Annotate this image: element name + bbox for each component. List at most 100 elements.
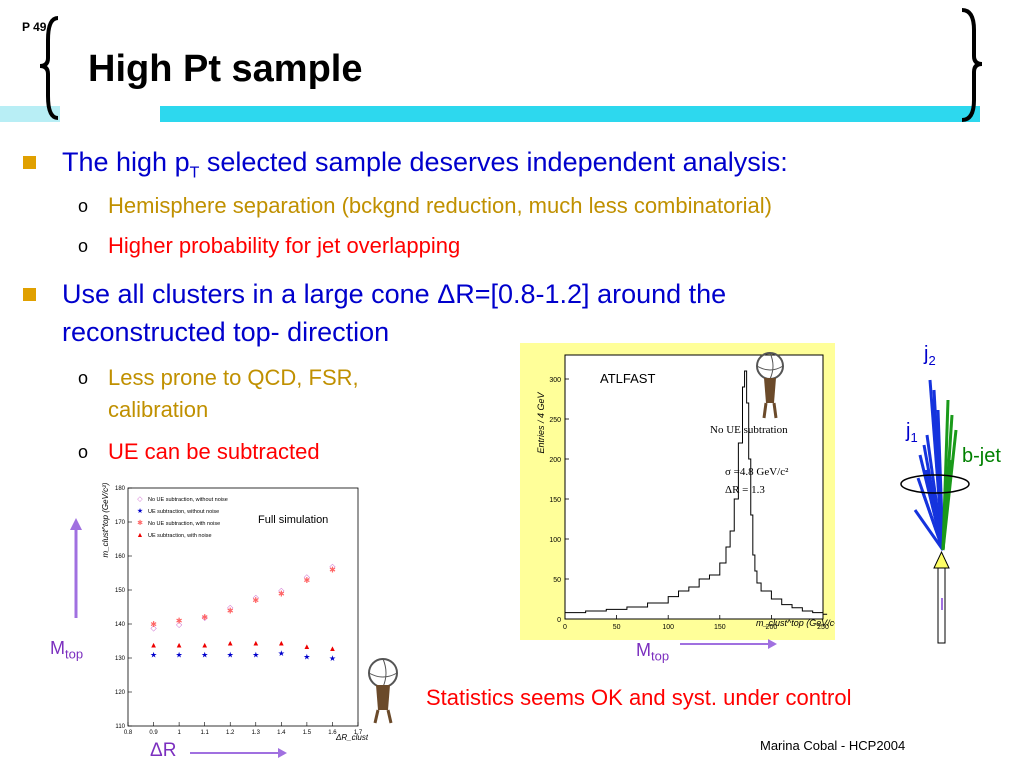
scatter-point: ★	[150, 651, 157, 660]
hist-x-tick-label: 200	[766, 624, 778, 631]
scatter-points: ◇ ◇ ◇ ◇ ◇ ◇ ◇ ◇ ★ ★ ★ ★ ★ ★ ★ ★ ✱ ✱ ✱ ✱ ✱ ✱ ✱ ✱ ▲ ▲ ▲ ▲ ▲ ▲ ▲ ▲	[150, 562, 337, 663]
bullet-2-1a: Less prone to QCD, FSR,	[108, 365, 359, 390]
scatter-title: Full simulation	[258, 514, 328, 526]
jet-track-blue	[913, 509, 945, 551]
bullet-1-2: Higher probability for jet overlapping	[108, 233, 461, 258]
scatter-y-tick-label: 120	[115, 690, 126, 696]
scatter-x-ticks: 0.8 0.9 1 1.1 1.2 1.3 1.4 1.5 1.6 1.7	[124, 722, 363, 736]
legend-entry: UE subtraction, with noise	[148, 533, 212, 539]
scatter-ylabel: m_clust^top (GeV/c²)	[101, 482, 110, 557]
histogram-arrow-icon	[680, 639, 777, 649]
scatter-point: ✱	[227, 606, 234, 615]
hist-x-tick-label: 50	[613, 624, 621, 631]
scatter-point: ★	[176, 651, 183, 660]
scatter-chart: 110 120 130 140 150 160 170 180 0.8 0.9 1 1.1 1.2 1.…	[101, 482, 368, 742]
bjet-label: b-jet	[962, 445, 1001, 467]
histogram-dr: ΔR = 1.3	[725, 484, 765, 496]
scatter-point: ◇	[227, 603, 234, 612]
scatter-point: ✱	[176, 617, 183, 626]
sub-bullet-marker: o	[78, 236, 89, 256]
cone-ellipse	[900, 474, 970, 494]
scatter-y-ticks: 110 120 130 140 150 160 170 180	[115, 486, 132, 730]
scatter-xlabel: ΔR_clust	[335, 733, 368, 742]
scatter-frame	[127, 487, 359, 727]
header-decor	[0, 8, 983, 122]
hist-y-tick-label: 150	[549, 497, 561, 504]
atlas-logo-icon	[368, 658, 398, 724]
legend-marker: ✱	[137, 519, 143, 527]
footer-credit: Marina Cobal - HCP2004	[760, 738, 906, 753]
hist-y-tick-label: 250	[549, 417, 561, 424]
scatter-point: ▲	[277, 639, 285, 648]
hist-y-tick-label: 50	[553, 577, 561, 584]
histogram-series	[565, 370, 828, 615]
histogram-ylabel: Entries / 4 GeV	[536, 391, 546, 453]
scatter-point: ★	[252, 651, 259, 660]
histogram-chart: 0 50 100 150 200 250 300 0 50 100 150 200 250 ATLFA…	[520, 343, 835, 640]
scatter-point: ◇	[278, 586, 285, 595]
jet-track-blue	[924, 469, 945, 551]
bullet-2: Use all clusters in a large cone ΔR=[0.8…	[62, 279, 727, 309]
histogram-mtop-label: Mtop	[636, 640, 670, 664]
header-bar-left	[0, 106, 60, 122]
legend-marker: ★	[137, 507, 143, 515]
sub-bullet-marker: o	[78, 196, 89, 216]
legend-marker: ◇	[137, 496, 143, 503]
scatter-point: ◇	[150, 623, 157, 632]
bullet-1: The high pT selected sample deserves ind…	[62, 147, 788, 182]
scatter-x-tick-label: 1.5	[303, 730, 312, 736]
scatter-point: ✱	[150, 620, 157, 629]
scatter-point: ✱	[201, 613, 208, 622]
scatter-point: ▲	[226, 639, 234, 648]
scatter-x-tick-label: 1.3	[252, 730, 261, 736]
scatter-x-tick-label: 1.6	[328, 730, 337, 736]
histogram-frame	[564, 354, 824, 620]
scatter-x-tick-label: 1.7	[354, 730, 363, 736]
hist-x-tick-label: 0	[563, 624, 567, 631]
scatter-point: ✱	[304, 576, 311, 585]
scatter-point: ▲	[201, 640, 209, 649]
scatter-point: ▲	[175, 640, 183, 649]
hist-y-tick-label: 100	[549, 537, 561, 544]
scatter-point: ◇	[253, 593, 260, 602]
scatter-point: ▲	[328, 644, 336, 653]
scatter-y-tick-label: 170	[115, 520, 126, 526]
jet-j1-label: j1	[906, 420, 918, 445]
bullet-2-line2: reconstructed top- direction	[62, 317, 390, 347]
jet-j2-label: j2	[924, 343, 936, 368]
scatter-point: ▲	[150, 640, 158, 649]
scatter-y-tick-label: 160	[115, 554, 126, 560]
legend-entry: UE subtraction, without noise	[148, 509, 219, 515]
scatter-point: ◇	[329, 562, 336, 571]
scatter-y-tick-label: 110	[115, 724, 125, 730]
scatter-point: ▲	[252, 639, 260, 648]
jet-diagram	[900, 379, 970, 644]
bottom-note: Statistics seems OK and syst. under cont…	[426, 685, 852, 710]
hist-y-tick-label: 200	[549, 457, 561, 464]
bullet-marker	[23, 156, 36, 169]
atlas-logo-icon	[756, 352, 784, 419]
scatter-point: ✱	[278, 589, 285, 598]
hist-y-tick-label: 300	[549, 377, 561, 384]
hist-y-tick-label: 0	[557, 617, 561, 624]
sub-bullet-marker: o	[78, 368, 89, 388]
scatter-x-tick-label: 1	[177, 730, 181, 736]
scatter-y-tick-label: 140	[115, 622, 126, 628]
top-direction-arrow-head	[933, 550, 950, 569]
scatter-x-tick-label: 1.4	[277, 730, 286, 736]
sub-bullet-marker: o	[78, 442, 89, 462]
scatter-x-tick-label: 1.2	[226, 730, 235, 736]
scatter-up-arrow-icon	[70, 518, 82, 618]
scatter-mtop-label: Mtop	[50, 638, 84, 662]
header-bar-right	[160, 106, 980, 122]
left-brace	[39, 16, 59, 120]
scatter-dr-label: ΔR	[150, 740, 177, 761]
slide-title: High Pt sample	[88, 48, 363, 90]
page-number: P 49	[22, 20, 47, 34]
histogram-label: ATLFAST	[600, 371, 655, 386]
scatter-point: ✱	[252, 596, 259, 605]
scatter-legend: ◇ No UE subtraction, without noise ★ UE sub…	[137, 496, 228, 539]
scatter-point: ◇	[202, 613, 209, 622]
scatter-point: ★	[303, 652, 310, 661]
histogram-y-ticks: 0 50 100 150 200 250 300	[549, 377, 569, 624]
